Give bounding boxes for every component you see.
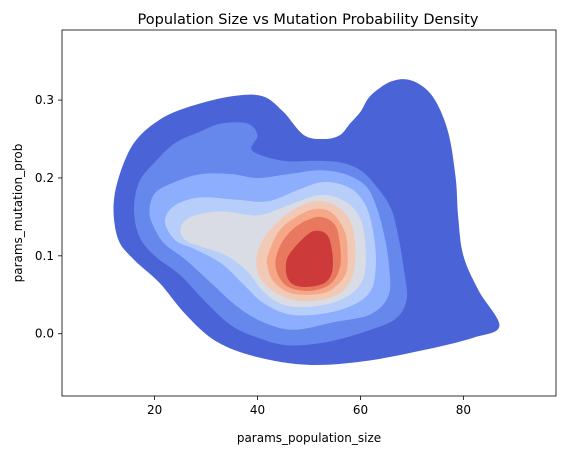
- y-tick-label: 0.2: [35, 171, 54, 185]
- x-tick-label: 80: [456, 403, 471, 417]
- y-axis-label: params_mutation_prob: [11, 144, 25, 283]
- x-tick-label: 40: [250, 403, 265, 417]
- chart-title: Population Size vs Mutation Probability …: [138, 12, 479, 28]
- y-tick-label: 0.3: [35, 93, 54, 107]
- y-tick-label: 0.0: [35, 327, 54, 341]
- y-axis: 0.0 0.1 0.2 0.3: [35, 93, 62, 341]
- x-tick-label: 60: [353, 403, 368, 417]
- y-tick-label: 0.1: [35, 249, 54, 263]
- x-axis-label: params_population_size: [237, 431, 381, 445]
- x-tick-label: 20: [147, 403, 162, 417]
- x-axis: 20 40 60 80: [147, 396, 471, 417]
- density-level-9: [285, 230, 333, 288]
- density-contours: [113, 79, 500, 366]
- plot-area-frame: [61, 29, 557, 397]
